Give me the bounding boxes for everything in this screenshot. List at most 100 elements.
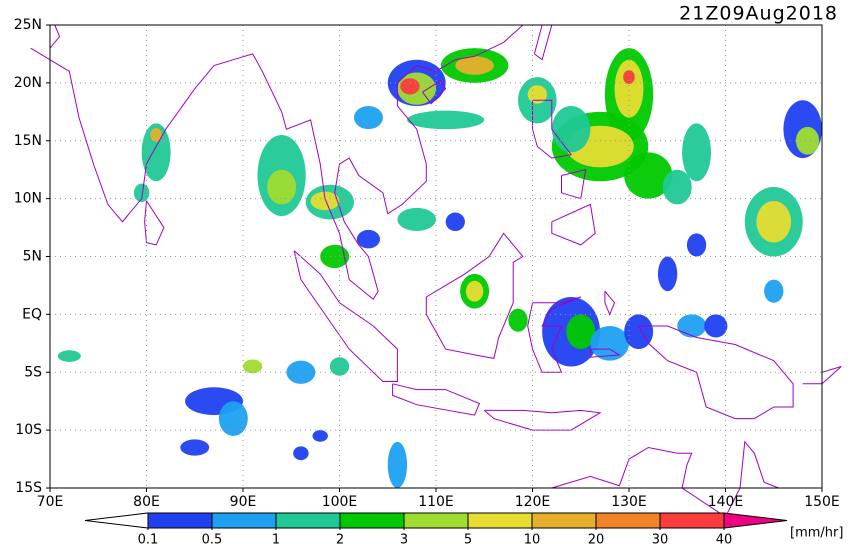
x-tick-label: 130E <box>611 494 647 510</box>
precip-field <box>57 48 822 488</box>
x-tick-label: 80E <box>133 494 160 510</box>
precip-cell <box>704 314 728 338</box>
precip-cell <box>353 106 383 130</box>
coastline <box>392 383 481 416</box>
precip-cell <box>445 212 465 232</box>
precip-cell <box>623 70 635 85</box>
coastline <box>425 232 524 359</box>
coastline <box>551 203 596 246</box>
y-tick-label: 5N <box>23 249 42 265</box>
colorbar-label: 10 <box>524 533 541 544</box>
precip-cell <box>614 59 644 118</box>
precip-cell <box>141 123 171 182</box>
precip-cell <box>150 128 162 142</box>
y-tick-label: 10S <box>15 422 42 438</box>
coastline <box>49 24 61 49</box>
colorbar-label: 0.5 <box>202 533 223 544</box>
colorbar-box <box>403 512 469 529</box>
axes: 70E 80E 90E 100E 110E 120E 130E 140E 150E 15S 10S 5… <box>14 17 840 510</box>
colorbar-label: 30 <box>652 533 669 544</box>
colorbar-box <box>595 512 661 529</box>
precip-cell <box>310 191 340 211</box>
x-tick-label: 120E <box>515 494 551 510</box>
precip-cell <box>312 430 328 442</box>
coastlines <box>30 24 842 518</box>
colorbar-box <box>659 512 725 529</box>
coastline <box>293 250 398 382</box>
map-frame <box>49 24 823 489</box>
colorbar-label: 40 <box>716 533 733 544</box>
y-tick-label: 15S <box>15 480 42 496</box>
colorbar-box <box>211 512 277 529</box>
precip-cell <box>57 350 81 362</box>
coastline <box>589 348 622 358</box>
coastline <box>604 290 616 316</box>
precip-cell <box>356 229 381 249</box>
precip-cell <box>397 207 437 232</box>
precip-cell <box>566 314 596 350</box>
coastline <box>532 99 572 159</box>
precip-cell <box>407 110 485 130</box>
coastline <box>802 366 842 385</box>
x-tick-label: 100E <box>322 494 358 510</box>
precip-cell <box>465 280 484 302</box>
colorbar-box <box>275 512 341 529</box>
coastline <box>30 24 524 301</box>
precip-cell <box>508 308 528 332</box>
precip-cell <box>624 152 673 199</box>
colorbar-box <box>339 512 405 529</box>
precip-cell <box>527 85 547 104</box>
precip-cell <box>267 169 297 205</box>
colorbar-box <box>531 512 597 529</box>
precip-cell <box>686 233 707 257</box>
y-tick-label: 10N <box>14 191 42 207</box>
map-title: 21Z09Aug2018 <box>679 3 838 25</box>
y-tick-label: EQ <box>22 306 42 322</box>
precip-cell <box>682 123 712 182</box>
y-tick-label: 15N <box>14 133 42 149</box>
precip-cell <box>455 56 494 75</box>
precip-cell <box>320 244 350 269</box>
x-tick-label: 90E <box>230 494 257 510</box>
colorbar-label: 5 <box>464 533 472 544</box>
precip-cell <box>764 279 784 303</box>
precip-cell <box>243 359 263 374</box>
colorbar: 0.1 0.5 1 2 3 5 10 20 30 40 [mm/hr] <box>84 512 843 544</box>
colorbar-over <box>723 512 788 529</box>
colorbar-label: 1 <box>272 533 280 544</box>
precip-cell <box>329 357 350 376</box>
precip-cell <box>387 441 408 488</box>
precip-cell <box>293 446 309 461</box>
coastline <box>144 200 165 246</box>
precip-cell <box>662 169 692 205</box>
y-tick-label: 20N <box>14 75 42 91</box>
coastline <box>483 409 602 431</box>
precip-cell <box>551 106 591 153</box>
precip-cell <box>218 401 248 436</box>
x-tick-label: 150E <box>804 494 840 510</box>
colorbar-label: 0.1 <box>138 533 159 544</box>
y-tick-label: 5S <box>24 364 42 380</box>
coastline <box>551 440 779 518</box>
x-tick-label: 70E <box>37 494 64 510</box>
precip-cell <box>756 200 792 243</box>
colorbar-label: 3 <box>400 533 408 544</box>
coastline <box>422 79 447 105</box>
precip-cell <box>624 314 654 350</box>
precip-cell <box>677 314 707 338</box>
precip-cell <box>795 126 820 155</box>
precip-cell <box>590 325 629 361</box>
y-tick-label: 25N <box>14 17 42 33</box>
colorbar-label: 20 <box>588 533 605 544</box>
precip-cell <box>657 256 678 292</box>
colorbar-box <box>147 512 213 529</box>
colorbar-label: 2 <box>336 533 344 544</box>
precip-cell <box>400 78 420 95</box>
precip-cell <box>180 439 210 456</box>
x-tick-label: 140E <box>708 494 744 510</box>
coastline <box>527 296 581 373</box>
colorbar-unit: [mm/hr] <box>790 526 843 541</box>
precip-cell <box>133 183 150 203</box>
coastline <box>638 325 794 420</box>
